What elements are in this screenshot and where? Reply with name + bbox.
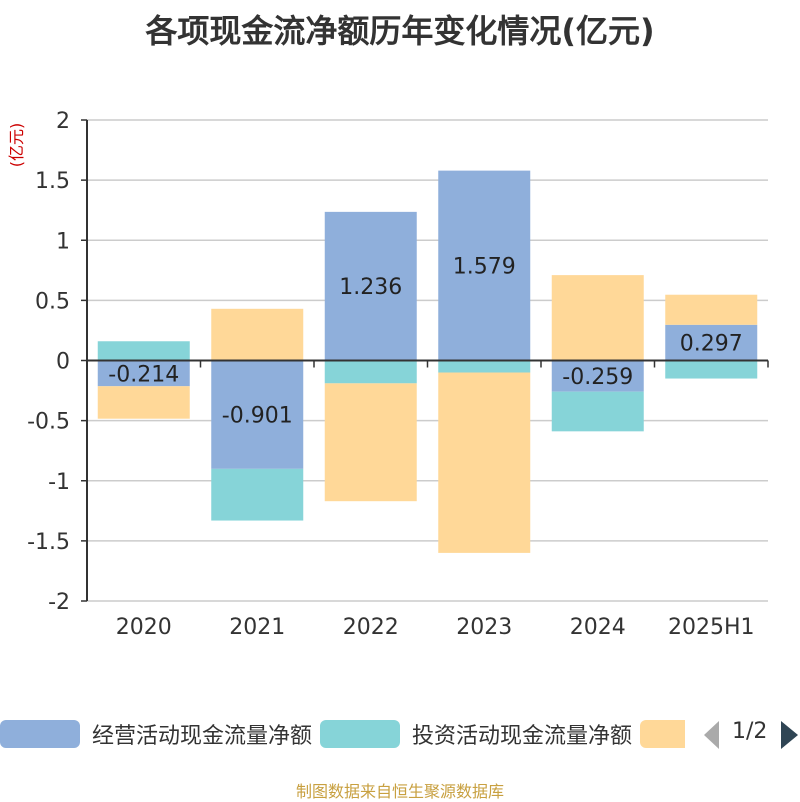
y-tick-label: 1.5	[35, 169, 70, 194]
legend-item-investing[interactable]: 投资活动现金流量净额	[320, 715, 633, 753]
data-label-2020: -0.214	[108, 362, 179, 387]
bar-series-1-2020	[97, 341, 190, 361]
x-tick-label: 2022	[343, 615, 399, 640]
data-label-2024: -0.259	[562, 365, 633, 390]
y-tick-label: 2	[56, 109, 70, 134]
legend-page-indicator: 1/2	[732, 719, 768, 744]
data-label-2022: 1.236	[339, 275, 402, 300]
chart-title: 各项现金流净额历年变化情况(亿元)	[145, 12, 655, 50]
legend-prev-arrow-icon[interactable]	[704, 721, 719, 749]
bar-series-2-2022	[324, 383, 417, 502]
legend-label-operating: 经营活动现金流量净额	[92, 724, 313, 749]
x-tick-label: 2025H1	[668, 615, 755, 640]
legend-swatch-investing	[320, 720, 400, 748]
bar-series-1-2023	[438, 360, 531, 373]
y-tick-label: 0.5	[35, 289, 70, 314]
bar-series-2-2021	[211, 308, 304, 361]
legend-next-arrow-icon[interactable]	[781, 721, 798, 749]
legend-label-investing: 投资活动现金流量净额	[412, 724, 633, 749]
x-tick-label: 2020	[116, 615, 172, 640]
y-axis-label: (亿元)	[7, 123, 26, 168]
source-note: 制图数据来自恒生聚源数据库	[295, 782, 504, 801]
bar-series-0-2021	[211, 360, 304, 469]
legend-item-operating[interactable]: 经营活动现金流量净额	[0, 715, 313, 753]
bar-series-0-2023	[438, 170, 531, 361]
x-tick-label: 2023	[456, 615, 512, 640]
x-tick-label: 2021	[229, 615, 285, 640]
bar-series-2-2025H1	[665, 294, 758, 325]
bar-series-1-2024	[551, 391, 644, 432]
y-tick-label: -2	[48, 590, 70, 615]
y-tick-label: -1.5	[27, 530, 70, 555]
bar-series-0-2022	[324, 211, 417, 361]
data-label-2025H1: 0.297	[680, 332, 743, 357]
bar-series-1-2025H1	[665, 360, 758, 379]
bar-series-1-2022	[324, 360, 417, 384]
bar-series-2-2024	[551, 275, 644, 361]
legend-swatch-financing	[640, 720, 685, 748]
bar-series-0-2020	[97, 360, 190, 387]
y-tick-label: 0	[56, 350, 70, 375]
data-label-2023: 1.579	[453, 255, 516, 280]
bar-series-2-2023	[438, 372, 531, 553]
bar-series-2-2020	[97, 386, 190, 419]
bar-series-0-2025H1	[665, 324, 758, 361]
chart-area: 2 1.5 1 0.5 0 -0.5 -1 -1.5 -2 (亿元) -0.214 -0.901 1.2…	[7, 109, 769, 640]
x-tick-label: 2024	[570, 615, 626, 640]
bar-series-1-2021	[211, 468, 304, 521]
y-tick-label: 1	[56, 229, 70, 254]
data-label-2021: -0.901	[222, 404, 293, 429]
legend-item-financing[interactable]	[640, 715, 685, 753]
legend: 经营活动现金流量净额 投资活动现金流量净额 1/2	[0, 715, 800, 753]
bar-series-0-2024	[551, 360, 644, 392]
y-tick-label: -1	[48, 470, 70, 495]
legend-swatch-operating	[0, 720, 80, 748]
legend-pager: 1/2	[700, 715, 800, 753]
y-tick-label: -0.5	[27, 410, 70, 435]
